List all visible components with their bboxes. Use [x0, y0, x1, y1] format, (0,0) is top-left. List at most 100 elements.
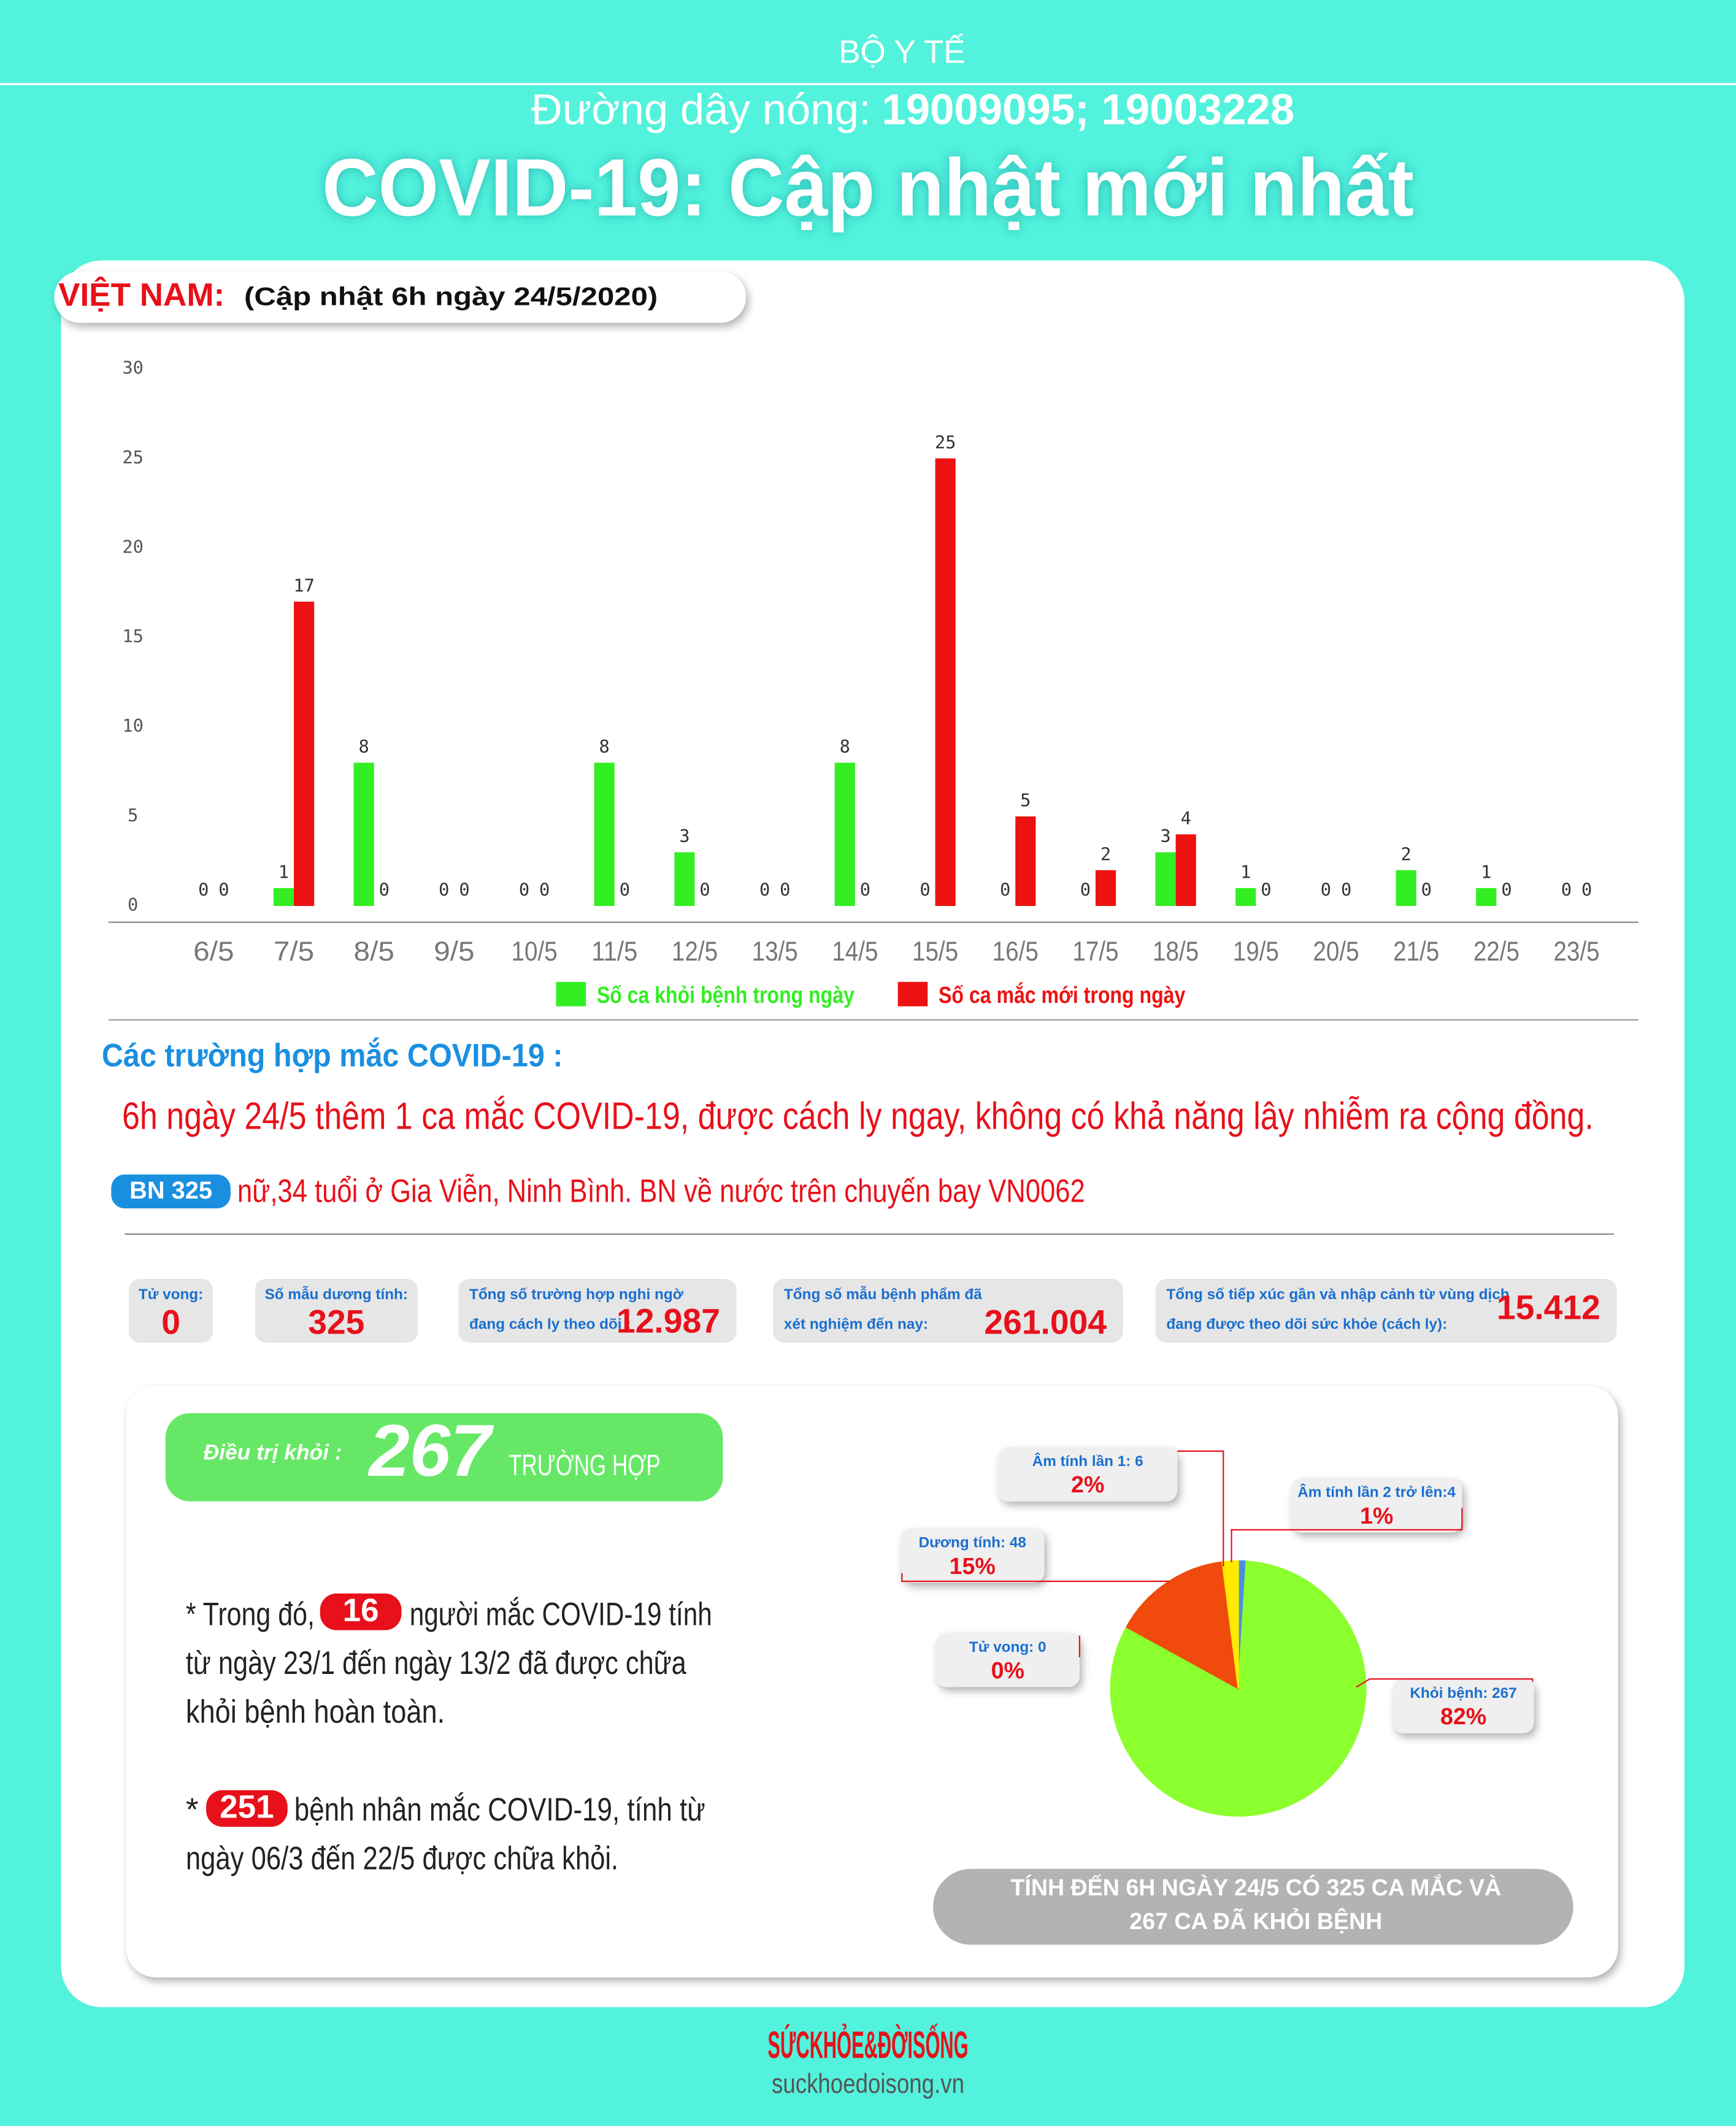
- stat-label: Số mẫu dương tính:: [265, 1286, 408, 1303]
- patient-id: BN 325: [129, 1177, 212, 1204]
- note-line: từ ngày 23/1 đến ngày 13/2 đã được chữa: [186, 1645, 686, 1681]
- value-label: 0: [218, 880, 229, 900]
- value-label: 3: [1160, 826, 1170, 846]
- value-label: 0: [1561, 880, 1572, 900]
- value-label: 0: [198, 880, 209, 900]
- stat-value: 261.004: [984, 1303, 1107, 1341]
- legend-label: Số ca mắc mới trong ngày: [939, 982, 1185, 1008]
- callout-value: 15%: [950, 1553, 996, 1579]
- value-label: 4: [1181, 808, 1191, 829]
- x-tick-label: 7/5: [274, 937, 314, 967]
- callout-box: [1291, 1478, 1462, 1533]
- value-label: 0: [1321, 880, 1331, 900]
- legend-label: Số ca khỏi bệnh trong ngày: [597, 982, 855, 1008]
- value-label: 0: [1080, 880, 1091, 900]
- x-tick-label: 23/5: [1554, 937, 1600, 967]
- callout-value: 0%: [991, 1657, 1024, 1683]
- note-badge: 16: [343, 1592, 379, 1629]
- note-badge: 251: [220, 1789, 274, 1825]
- callout-value: 1%: [1360, 1503, 1393, 1529]
- x-tick-label: 12/5: [672, 937, 718, 967]
- callout-leader: [1356, 1678, 1534, 1688]
- value-label: 0: [459, 880, 469, 900]
- bar: [1396, 870, 1416, 906]
- value-label: 0: [539, 880, 550, 900]
- cases-heading: Các trường hợp mắc COVID-19 :: [102, 1037, 563, 1074]
- value-label: 0: [1581, 880, 1592, 900]
- x-tick-label: 13/5: [752, 937, 798, 967]
- stats: Tử vong:0 Số mẫu dương tính:325 Tổng số tr…: [129, 1278, 1617, 1343]
- value-label: 3: [679, 826, 689, 846]
- value-label: 2: [1100, 843, 1111, 864]
- bar: [1175, 834, 1196, 906]
- value-label: 0: [1261, 880, 1271, 900]
- note-prefix: *: [186, 1792, 199, 1828]
- patient-badge: [111, 1174, 231, 1209]
- stat-label: đang cách ly theo dõi :: [469, 1316, 631, 1333]
- value-label: 17: [293, 575, 315, 596]
- legend-swatch: [897, 981, 928, 1007]
- bar: [1015, 816, 1036, 906]
- x-tick-label: 17/5: [1072, 937, 1118, 967]
- value-label: 0: [920, 880, 930, 900]
- hotline: Đường dây nóng: 19009095; 19003228: [531, 85, 1294, 133]
- stat-label: Tổng số trường hợp nghi ngờ: [469, 1286, 684, 1303]
- note-line: bệnh nhân mắc COVID-19, tính từ: [294, 1792, 705, 1828]
- callout-leader: [901, 1573, 1169, 1583]
- value-label: 0: [1341, 880, 1351, 900]
- stat-value: 325: [308, 1303, 364, 1341]
- value-label: 0: [620, 880, 630, 900]
- callout-label: Khỏi bệnh: 267: [1410, 1685, 1516, 1702]
- org: BỘ Y TẾ: [839, 34, 965, 71]
- y-tick-label: 0: [128, 894, 138, 915]
- x-tick-label: 14/5: [832, 937, 878, 967]
- value-label: 0: [1421, 880, 1432, 900]
- x-tick-label: 9/5: [434, 937, 474, 967]
- y-tick-label: 30: [122, 357, 144, 378]
- bar: [353, 762, 374, 906]
- stat-value: 15.412: [1497, 1288, 1600, 1326]
- stat-label: Tổng số tiếp xúc gần và nhập cảnh từ vùn…: [1166, 1286, 1509, 1303]
- pie-slice: [1221, 1560, 1239, 1689]
- x-tick-label: 21/5: [1393, 937, 1439, 967]
- y-tick-label: 15: [122, 626, 144, 647]
- stat-box: [129, 1278, 213, 1343]
- bar: [594, 762, 615, 906]
- callout-label: Tử vong: 0: [969, 1639, 1047, 1656]
- callout-value: 82%: [1440, 1703, 1486, 1729]
- callout-box: [998, 1447, 1178, 1502]
- callout-leader: [1231, 1508, 1463, 1563]
- stat-box: [773, 1278, 1123, 1343]
- note-line: người mắc COVID-19 tính: [410, 1597, 712, 1633]
- recovered-value: 267: [367, 1410, 494, 1492]
- x-tick-label: 15/5: [912, 937, 958, 967]
- notes: * Trong đó, 16 người mắc COVID-19 tính t…: [186, 1592, 712, 1877]
- hotline-label: Đường dây nóng:: [531, 85, 871, 133]
- pie-slice: [1125, 1561, 1239, 1690]
- bar: [674, 852, 695, 906]
- title: COVID-19: Cập nhật mới nhất: [322, 142, 1414, 233]
- note-line: ngày 06/3 đến 22/5 được chữa khỏi.: [186, 1840, 618, 1876]
- bar: [273, 888, 294, 906]
- bar: [1235, 888, 1256, 906]
- value-label: 8: [840, 736, 850, 757]
- logo: SỨCKHỎE&ĐỜISỐNG: [767, 2024, 968, 2067]
- recovered-label: Điều trị khỏi :: [204, 1441, 342, 1465]
- hotline-numbers: 19009095; 19003228: [881, 85, 1294, 133]
- value-label: 0: [699, 880, 710, 900]
- note-prefix: * Trong đó,: [186, 1597, 315, 1633]
- stat-label: Tổng số mẫu bệnh phẩm đã: [784, 1286, 982, 1303]
- value-label: 2: [1400, 843, 1411, 864]
- value-label: 0: [439, 880, 449, 900]
- stat-value: 12.987: [616, 1302, 720, 1340]
- x-tick-label: 8/5: [354, 937, 394, 967]
- callout-box: [935, 1633, 1080, 1687]
- bar: [1155, 852, 1176, 906]
- bar: [834, 762, 855, 906]
- value-label: 0: [759, 880, 770, 900]
- x-tick-label: 11/5: [591, 937, 637, 967]
- bar: [294, 601, 315, 906]
- stat-box: [458, 1278, 737, 1343]
